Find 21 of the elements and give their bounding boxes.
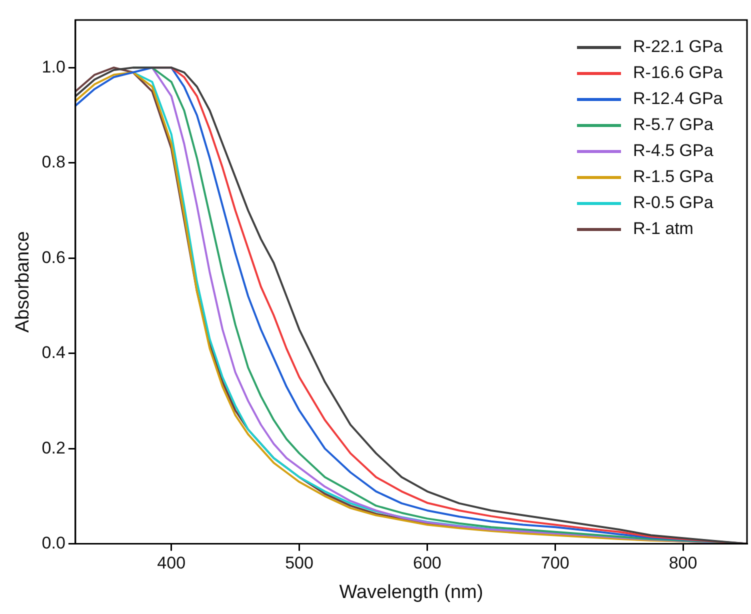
x-tick-label: 600 <box>413 554 442 573</box>
x-tick-label: 400 <box>157 554 186 573</box>
x-tick-label: 700 <box>540 554 570 573</box>
y-tick-label: 0.2 <box>42 438 66 458</box>
legend-label: R-4.5 GPa <box>633 141 714 161</box>
y-tick-label: 0.4 <box>42 343 66 362</box>
legend-label: R-1.5 GPa <box>633 167 714 187</box>
legend-label: R-12.4 GPa <box>633 89 723 109</box>
legend-label: R-16.6 GPa <box>633 63 723 83</box>
legend-label: R-1 atm <box>633 219 694 239</box>
x-tick-label: 500 <box>285 554 314 573</box>
y-tick-label: 1.0 <box>42 57 66 76</box>
legend-label: R-5.7 GPa <box>633 115 714 135</box>
x-axis-title: Wavelength (nm) <box>339 582 484 603</box>
y-tick-label: 0.8 <box>42 152 66 172</box>
legend-label: R-22.1 GPa <box>633 37 723 57</box>
legend-label: R-0.5 GPa <box>633 193 714 213</box>
y-axis-title: Absorbance <box>12 231 34 333</box>
y-tick-label: 0.6 <box>42 248 66 267</box>
x-tick-label: 800 <box>668 554 698 573</box>
y-tick-label: 0.0 <box>42 533 66 552</box>
